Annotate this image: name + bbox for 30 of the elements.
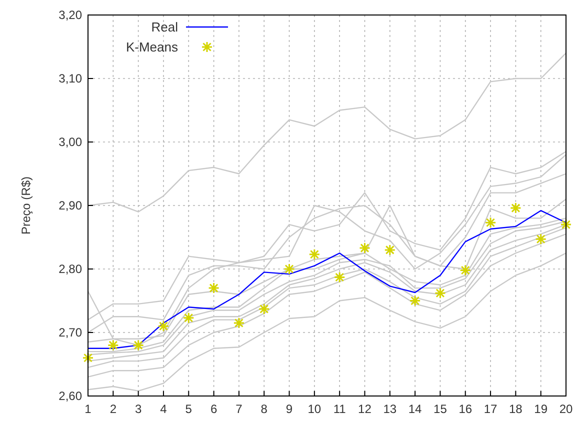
x-tick-label: 9 — [286, 402, 293, 416]
x-tick-label: 11 — [333, 402, 346, 416]
y-tick-label: 3,00 — [58, 135, 82, 150]
x-tick-label: 12 — [358, 402, 372, 416]
x-tick-label: 13 — [383, 402, 397, 416]
x-tick-label: 4 — [160, 402, 168, 416]
x-tick-label: 20 — [559, 402, 573, 416]
x-tick-label: 3 — [134, 402, 142, 416]
y-axis-title: Preço (R$) — [19, 176, 33, 235]
x-tick-label: 17 — [484, 402, 498, 416]
y-tick-label: 2,80 — [58, 262, 82, 276]
x-tick-label: 8 — [260, 402, 268, 416]
legend-label: K-Means — [126, 40, 178, 55]
x-tick-label: 6 — [210, 402, 218, 416]
legend-label: Real — [151, 20, 178, 35]
x-tick-label: 18 — [509, 402, 523, 416]
x-tick-label: 1 — [84, 402, 92, 416]
y-tick-label: 2,60 — [58, 389, 82, 404]
y-tick-label: 2,70 — [58, 326, 82, 340]
y-tick-label: 3,20 — [58, 8, 82, 22]
x-tick-label: 5 — [185, 402, 192, 416]
x-tick-label: 10 — [308, 402, 322, 416]
x-tick-label: 15 — [434, 402, 448, 416]
x-tick-label: 7 — [236, 402, 243, 416]
y-tick-label: 2,90 — [58, 198, 82, 213]
x-tick-label: 19 — [534, 402, 548, 416]
x-tick-label: 14 — [408, 402, 422, 416]
x-tick-label: 16 — [458, 402, 472, 416]
y-tick-label: 3,10 — [58, 72, 82, 86]
x-tick-label: 2 — [110, 402, 117, 416]
